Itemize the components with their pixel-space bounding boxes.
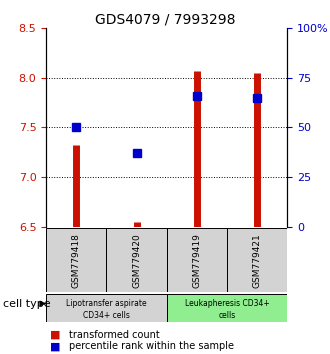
Text: ■: ■ xyxy=(50,341,60,351)
Text: CD34+ cells: CD34+ cells xyxy=(83,310,130,320)
Text: Leukapheresis CD34+: Leukapheresis CD34+ xyxy=(184,299,269,308)
Text: cell type: cell type xyxy=(3,298,51,309)
Text: GSM779418: GSM779418 xyxy=(72,233,81,288)
Bar xyxy=(46,294,167,322)
Bar xyxy=(227,228,287,292)
Text: ■: ■ xyxy=(50,330,60,339)
Bar xyxy=(46,228,106,292)
Bar xyxy=(167,294,287,322)
Text: GSM779421: GSM779421 xyxy=(252,233,261,287)
Text: GSM779420: GSM779420 xyxy=(132,233,141,287)
Bar xyxy=(106,228,167,292)
Text: transformed count: transformed count xyxy=(69,330,160,339)
Text: Lipotransfer aspirate: Lipotransfer aspirate xyxy=(66,299,147,308)
Bar xyxy=(167,228,227,292)
Text: percentile rank within the sample: percentile rank within the sample xyxy=(69,341,234,351)
Text: GSM779419: GSM779419 xyxy=(192,233,201,288)
Text: GDS4079 / 7993298: GDS4079 / 7993298 xyxy=(95,12,235,27)
Text: cells: cells xyxy=(218,310,236,320)
